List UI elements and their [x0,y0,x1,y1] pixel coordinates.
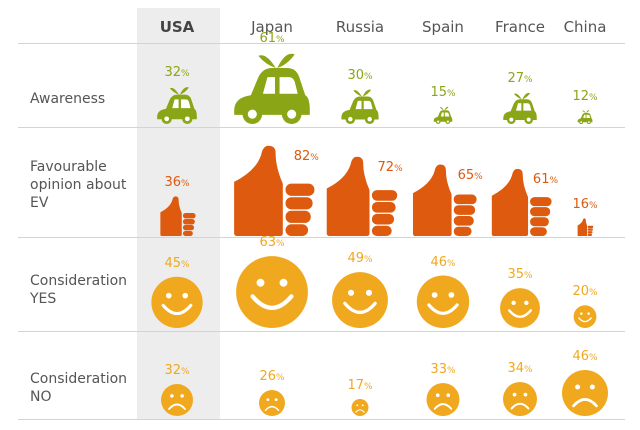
smiley-face-icon-france [500,288,540,328]
smiley-face-icon-spain [416,275,470,328]
thumbs-up-icon-russia [326,156,398,236]
value-label-favourable-japan: 82% [293,148,319,164]
column-header-japan: Japan [251,18,293,36]
smiley-face-icon-russia [332,272,388,328]
thumbs-up-icon-france [491,168,552,236]
header-divider [18,43,625,44]
value-label-consideration-no-france: 34% [507,361,533,376]
value-label-consideration-no-usa: 32% [164,363,190,378]
value-label-favourable-usa: 36% [164,175,190,191]
column-header-china: China [563,18,607,36]
row-divider [18,419,625,420]
column-header-spain: Spain [422,18,464,36]
sad-face-icon-russia [351,399,369,416]
value-label-favourable-china: 16% [572,197,598,213]
value-label-consideration-no-russia: 17% [347,378,373,393]
smiley-face-icon-japan [236,256,308,328]
value-label-awareness-spain: 15% [430,85,456,101]
value-label-consideration-yes-russia: 49% [347,251,373,267]
value-label-consideration-no-spain: 33% [430,362,456,377]
thumbs-up-icon-china [577,218,594,236]
car-icon-france [503,92,537,124]
value-label-consideration-yes-japan: 63% [259,235,285,251]
smiley-face-icon-china [573,305,597,328]
row-label-awareness: Awareness [30,91,106,107]
row-divider [18,331,625,332]
thumbs-up-icon-japan [234,145,315,236]
value-label-awareness-russia: 30% [347,67,373,83]
value-label-consideration-yes-usa: 45% [164,255,190,271]
row-label-consideration-no: Consideration NO [30,371,128,405]
value-label-consideration-yes-spain: 46% [430,254,456,270]
row-divider [18,127,625,128]
car-icon-japan [234,53,310,124]
value-label-favourable-russia: 72% [377,159,403,175]
sad-face-icon-spain [426,383,460,416]
car-icon-usa [157,87,197,124]
value-label-awareness-japan: 61% [259,31,285,47]
thumbs-up-icon-spain [412,164,477,236]
sad-face-icon-china [562,370,608,416]
column-header-usa: USA [159,18,195,36]
thumbs-up-icon-usa [160,196,196,236]
row-divider [18,237,625,238]
value-label-favourable-france: 61% [532,171,559,187]
value-label-awareness-france: 27% [507,71,533,87]
row-label-favourable-opinion: Favourable opinion about EV [30,159,127,211]
value-label-favourable-spain: 65% [457,167,483,183]
value-label-awareness-usa: 32% [164,65,190,81]
car-icon-spain [433,106,453,124]
value-label-consideration-no-china: 46% [572,349,598,364]
sad-face-icon-japan [259,390,285,416]
column-header-russia: Russia [335,18,385,36]
value-label-consideration-yes-france: 35% [507,267,533,283]
value-label-consideration-no-japan: 26% [259,369,285,384]
car-icon-russia [341,89,379,124]
row-label-consideration-yes: Consideration YES [30,273,128,307]
sad-face-icon-france [503,382,537,416]
smiley-face-icon-usa [151,276,203,328]
sad-face-icon-usa [161,384,193,416]
value-label-consideration-yes-china: 20% [572,284,598,300]
value-label-awareness-china: 12% [572,88,598,104]
column-header-france: France [495,18,545,36]
car-icon-china [577,110,593,124]
